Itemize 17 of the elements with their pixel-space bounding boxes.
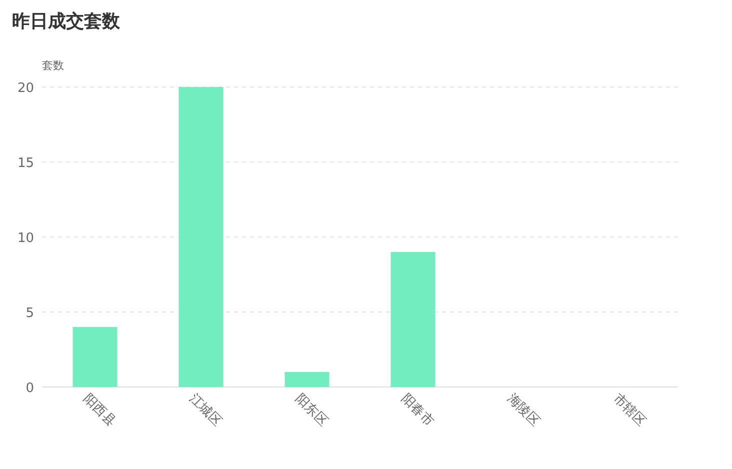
y-axis-title: 套数: [42, 59, 64, 72]
bar: [284, 372, 330, 387]
y-tick-label: 5: [26, 306, 34, 321]
bar: [72, 327, 118, 387]
bar: [178, 87, 224, 387]
x-tick-label: 海陵区: [504, 391, 542, 430]
y-tick-label: 20: [17, 81, 34, 96]
x-tick-label: 市辖区: [610, 391, 648, 430]
x-tick-label: 江城区: [186, 391, 224, 430]
y-tick-label: 15: [17, 156, 34, 171]
x-tick-label: 阳东区: [292, 391, 330, 430]
x-tick-label: 阳西县: [80, 391, 118, 430]
chart-title: 昨日成交套数: [12, 11, 121, 32]
bar: [390, 252, 436, 387]
y-tick-label: 0: [26, 381, 34, 396]
y-tick-label: 10: [17, 231, 34, 246]
x-tick-label: 阳春市: [398, 391, 436, 430]
